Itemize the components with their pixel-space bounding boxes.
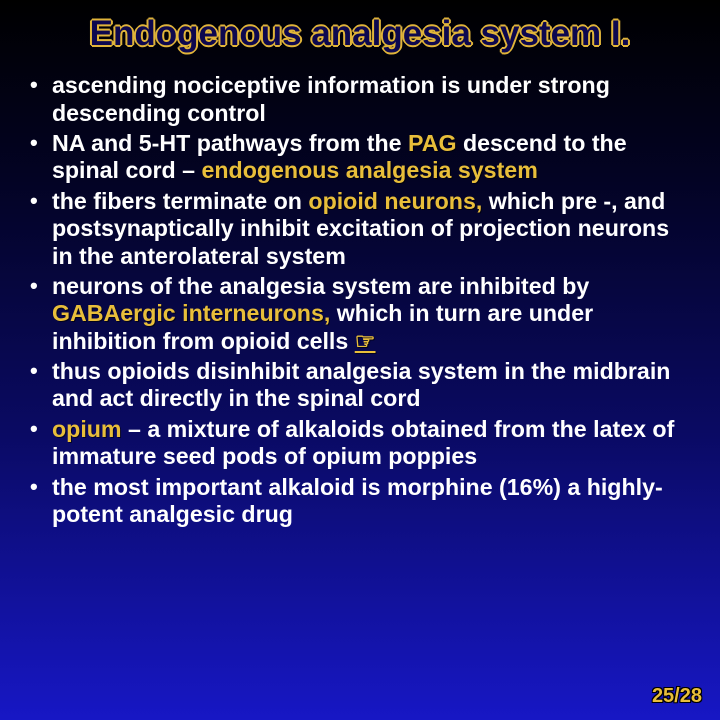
bullet-item: the most important alkaloid is morphine … bbox=[26, 474, 696, 529]
slide-title: Endogenous analgesia system I. bbox=[20, 14, 700, 54]
bullet-text: NA and 5-HT pathways from the bbox=[52, 130, 408, 156]
highlighted-text: PAG bbox=[408, 130, 457, 156]
bullet-text: thus opioids disinhibit analgesia system… bbox=[52, 358, 670, 411]
highlighted-text: opium bbox=[52, 416, 122, 442]
bullet-text: the fibers terminate on bbox=[52, 188, 308, 214]
bullet-item: the fibers terminate on opioid neurons, … bbox=[26, 188, 696, 270]
highlighted-text: GABAergic interneurons, bbox=[52, 300, 330, 326]
bullet-item: thus opioids disinhibit analgesia system… bbox=[26, 358, 696, 413]
bullet-item: neurons of the analgesia system are inhi… bbox=[26, 273, 696, 355]
bullet-text: ascending nociceptive information is und… bbox=[52, 72, 610, 125]
highlighted-text: endogenous analgesia system bbox=[201, 157, 537, 183]
bullet-text: neurons of the analgesia system are inhi… bbox=[52, 273, 589, 299]
slide: Endogenous analgesia system I. ascending… bbox=[0, 0, 720, 720]
bullet-item: ascending nociceptive information is und… bbox=[26, 72, 696, 127]
page-number: 25/28 bbox=[652, 685, 702, 708]
highlighted-text: opioid neurons, bbox=[308, 188, 482, 214]
bullet-text: the most important alkaloid is morphine … bbox=[52, 474, 663, 527]
bullet-list: ascending nociceptive information is und… bbox=[20, 72, 700, 528]
highlighted-text[interactable]: ☞ bbox=[355, 328, 376, 354]
bullet-item: opium – a mixture of alkaloids obtained … bbox=[26, 416, 696, 471]
bullet-text: – a mixture of alkaloids obtained from t… bbox=[52, 416, 674, 469]
bullet-item: NA and 5-HT pathways from the PAG descen… bbox=[26, 130, 696, 185]
